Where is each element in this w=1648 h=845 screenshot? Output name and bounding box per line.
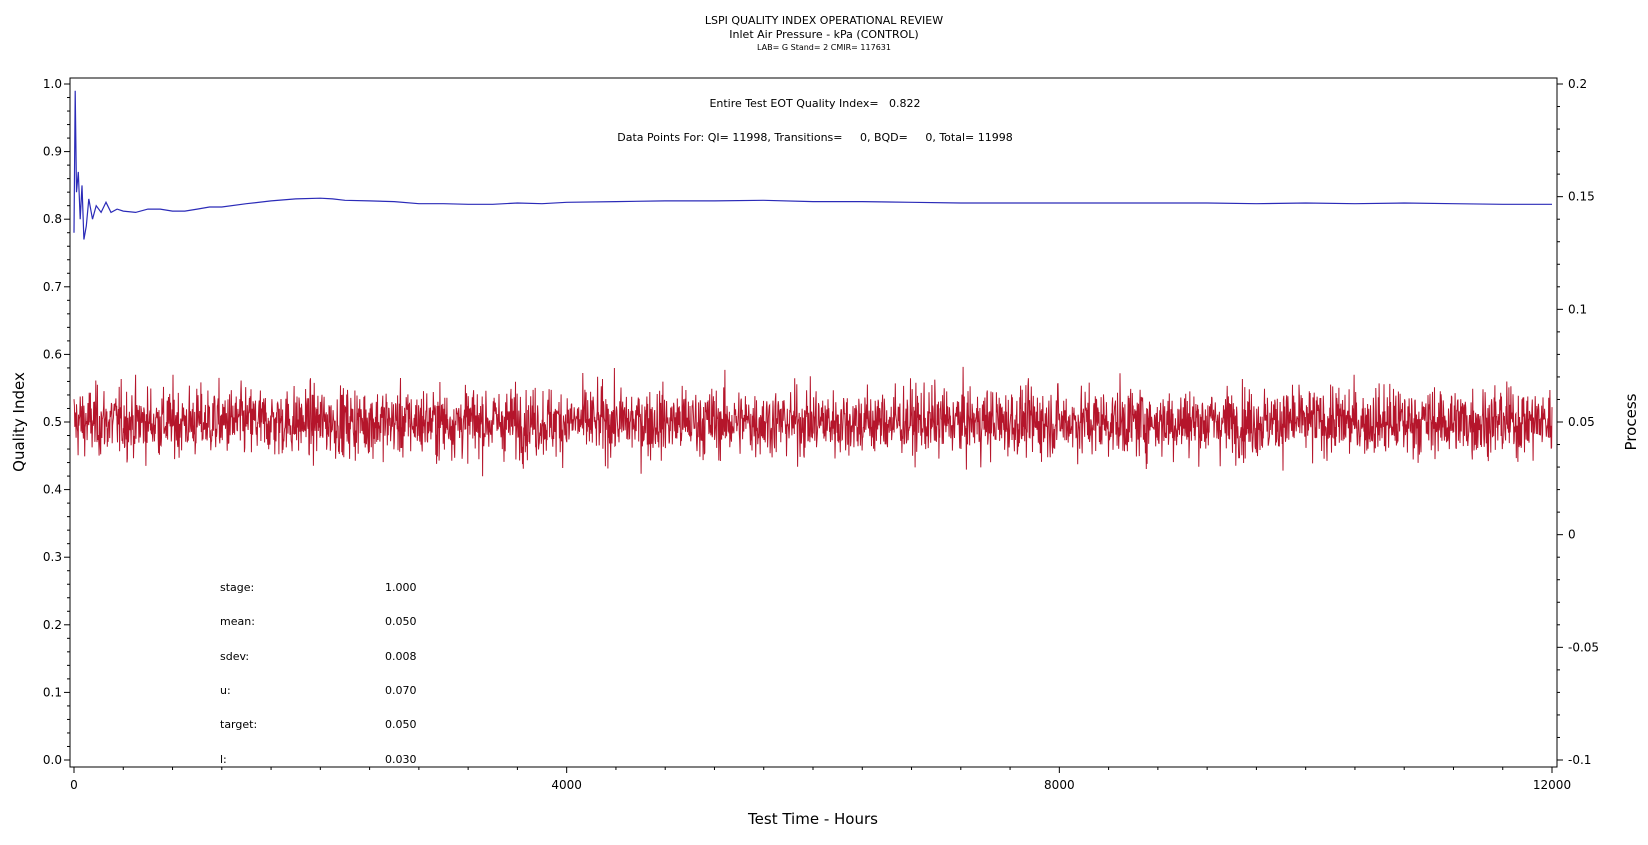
y2-axis-label: Process — [1622, 393, 1640, 450]
x-tick-label: 8000 — [1044, 778, 1075, 792]
y2-tick-label: -0.1 — [1568, 753, 1591, 767]
chart-meta: LAB= G Stand= 2 CMIR= 117631 — [757, 43, 891, 52]
stat-label-l: l: — [220, 753, 227, 766]
stat-value-mean: 0.050 — [385, 615, 417, 628]
chart-title: LSPI QUALITY INDEX OPERATIONAL REVIEW — [705, 14, 943, 27]
x-tick-label: 4000 — [551, 778, 582, 792]
y2-tick-label: 0.15 — [1568, 190, 1595, 204]
y-tick-label: 0.8 — [43, 212, 62, 226]
y-tick-label: 0.9 — [43, 145, 62, 159]
quality-index-annotation: Entire Test EOT Quality Index= 0.822 — [709, 97, 920, 110]
right-axis-ticks: -0.1 -0.05 0 0.05 0.1 0.15 0.2 — [1557, 77, 1599, 767]
stat-value-sdev: 0.008 — [385, 650, 417, 663]
data-points-annotation: Data Points For: QI= 11998, Transitions=… — [617, 131, 1012, 144]
process-line — [73, 366, 1553, 477]
x-tick-label: 0 — [70, 778, 78, 792]
y2-tick-label: 0 — [1568, 528, 1576, 542]
y-tick-label: 0.7 — [43, 280, 62, 294]
y-tick-label: 0.3 — [43, 550, 62, 564]
left-axis-ticks: 0.0 0.1 0.2 0.3 0.4 0.5 0.6 0.7 0.8 0.9 1.0 — [43, 77, 70, 767]
y-tick-label: 0.2 — [43, 618, 62, 632]
stat-label-target: target: — [220, 718, 257, 731]
chart-subtitle: Inlet Air Pressure - kPa (CONTROL) — [729, 28, 918, 41]
x-axis-ticks: 0 4000 8000 12000 — [70, 767, 1571, 792]
y-axis-label: Quality Index — [10, 372, 28, 472]
y2-tick-label: 0.2 — [1568, 77, 1587, 91]
stat-label-u: u: — [220, 684, 231, 697]
stat-label-mean: mean: — [220, 615, 255, 628]
y-tick-label: 0.0 — [43, 753, 62, 767]
quality-index-series — [73, 90, 1552, 240]
stat-value-l: 0.030 — [385, 753, 417, 766]
y2-tick-label: -0.05 — [1568, 640, 1599, 654]
stat-label-stage: stage: — [220, 581, 254, 594]
y2-tick-label: 0.1 — [1568, 302, 1587, 316]
y-tick-label: 0.1 — [43, 685, 62, 699]
stat-value-target: 0.050 — [385, 718, 417, 731]
process-series — [73, 366, 1553, 477]
stat-label-sdev: sdev: — [220, 650, 249, 663]
y-tick-label: 1.0 — [43, 77, 62, 91]
stat-value-stage: 1.000 — [385, 581, 417, 594]
quality-index-line — [73, 90, 1552, 240]
y-tick-label: 0.4 — [43, 483, 62, 497]
stat-value-u: 0.070 — [385, 684, 417, 697]
x-axis-label: Test Time - Hours — [747, 810, 878, 828]
y-tick-label: 0.6 — [43, 347, 62, 361]
y-tick-label: 0.5 — [43, 415, 62, 429]
x-tick-label: 12000 — [1533, 778, 1571, 792]
y2-tick-label: 0.05 — [1568, 415, 1595, 429]
